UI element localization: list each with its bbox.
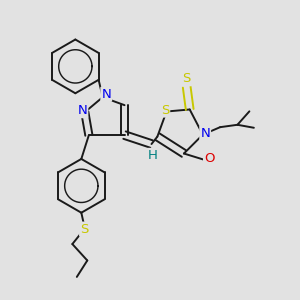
Text: N: N	[78, 104, 87, 117]
Text: S: S	[182, 72, 191, 85]
Text: N: N	[200, 127, 210, 140]
Text: S: S	[161, 103, 169, 116]
Text: N: N	[101, 88, 111, 101]
Text: H: H	[148, 149, 158, 162]
Text: S: S	[80, 223, 88, 236]
Text: O: O	[204, 152, 214, 164]
